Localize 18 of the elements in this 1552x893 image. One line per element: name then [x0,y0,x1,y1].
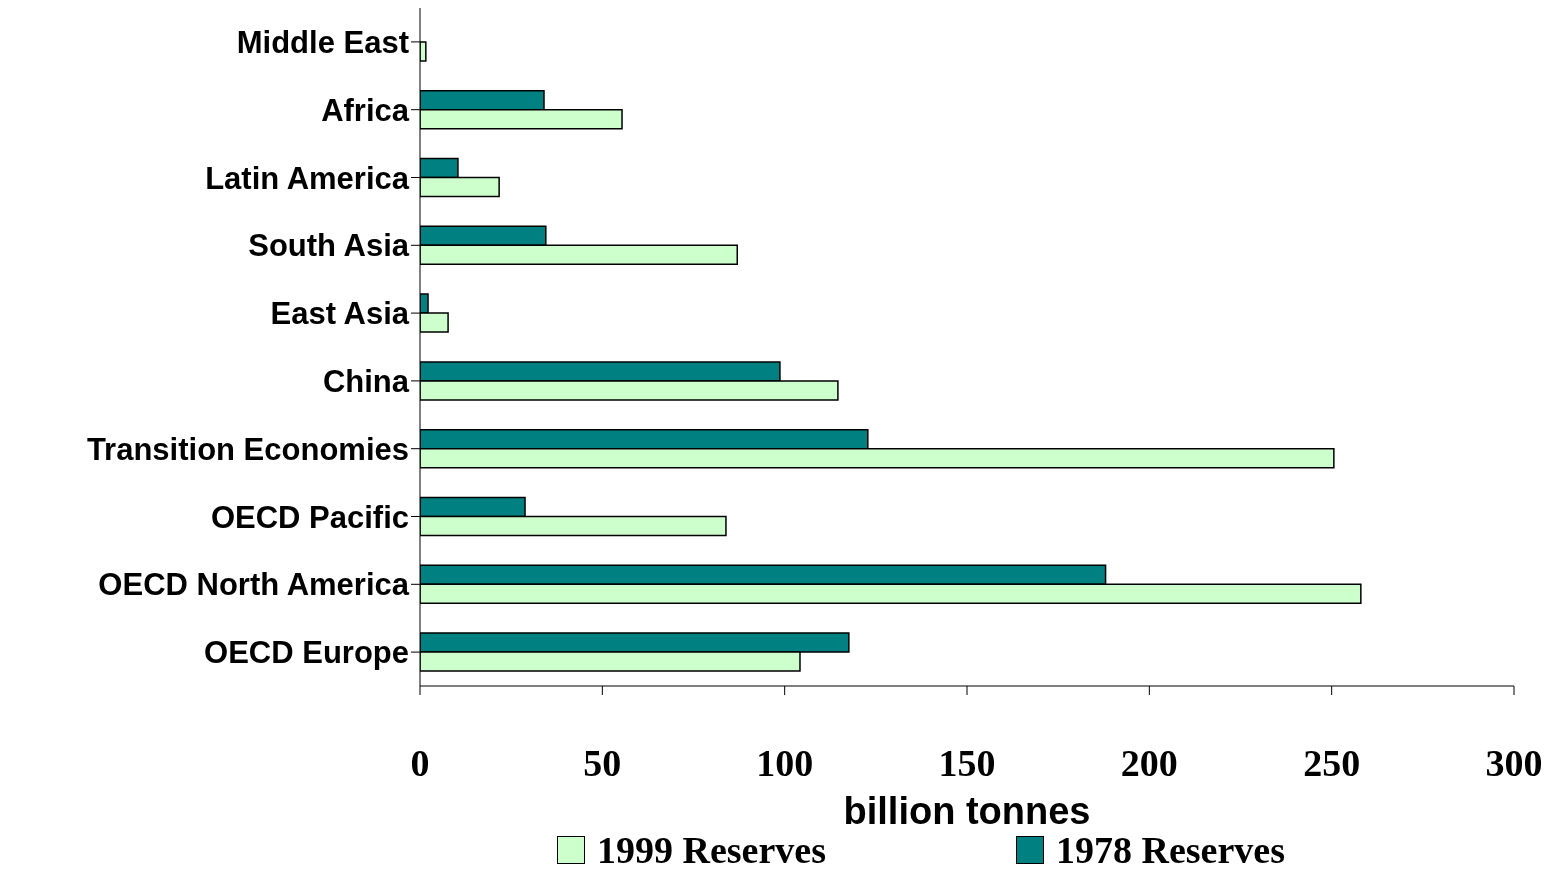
y-tick-label: East Asia [270,296,410,332]
y-tick-label: OECD Europe [204,635,409,671]
y-tick-label: Transition Economies [86,431,409,467]
y-tick-label: Middle East [236,24,409,60]
y-tick-label: Africa [321,92,410,128]
x-tick-label: 0 [410,741,430,784]
x-tick-label: 100 [756,741,814,784]
x-tick-label: 300 [1485,741,1543,784]
y-tick-label: OECD North America [98,567,410,603]
x-tick-label: 250 [1303,741,1361,784]
x-tick-label: 200 [1120,741,1178,784]
x-tick-label: 150 [938,741,996,784]
x-tick-label: 50 [583,741,622,784]
y-tick-label: China [322,363,410,399]
y-tick-label: South Asia [248,228,410,264]
y-tick-label: Latin America [205,160,410,196]
y-tick-label: OECD Pacific [210,499,409,535]
legend-label: 1999 Reserves [597,828,826,872]
